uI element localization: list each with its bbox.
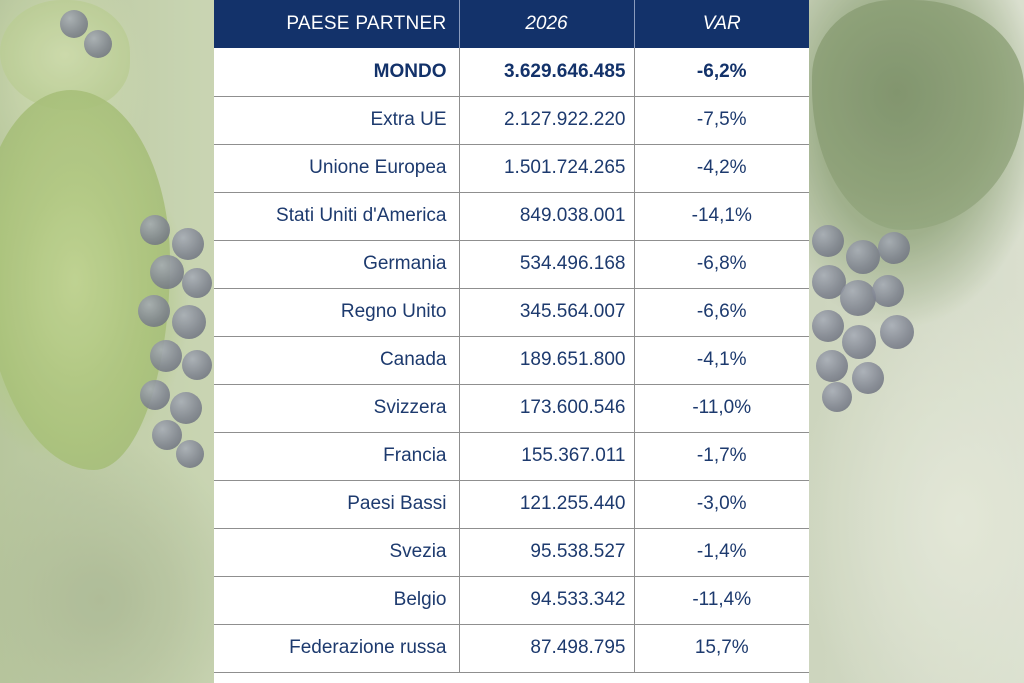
grape-image <box>812 310 844 342</box>
grape-image <box>852 362 884 394</box>
country-cell: Belgio <box>214 576 460 625</box>
grape-image <box>84 30 112 58</box>
grape-image <box>182 268 212 298</box>
country-cell: Unione Europea <box>214 144 460 193</box>
value-cell: 155.367.011 <box>459 432 635 481</box>
grape-image <box>176 440 204 468</box>
value-cell: 2.127.922.220 <box>459 96 635 145</box>
table-header-row: PAESE PARTNER 2026 VAR <box>214 0 809 48</box>
grape-image <box>60 10 88 38</box>
table-row: Federazione russa 87.498.795 15,7% <box>214 624 809 673</box>
table-row: Paesi Bassi 121.255.440 -3,0% <box>214 480 809 529</box>
grape-image <box>150 340 182 372</box>
table-row: MONDO 3.629.646.485 -6,2% <box>214 48 809 97</box>
table-body: MONDO 3.629.646.485 -6,2% Extra UE 2.127.922… <box>214 48 809 673</box>
grape-image <box>170 392 202 424</box>
country-cell: Federazione russa <box>214 624 460 673</box>
value-cell: 534.496.168 <box>459 240 635 289</box>
grape-image <box>140 380 170 410</box>
var-cell: -1,7% <box>634 432 809 481</box>
var-cell: -7,5% <box>634 96 809 145</box>
value-cell: 3.629.646.485 <box>459 48 635 97</box>
table-row: Unione Europea 1.501.724.265 -4,2% <box>214 144 809 193</box>
var-cell: -11,4% <box>634 576 809 625</box>
grape-image <box>846 240 880 274</box>
var-cell: -6,8% <box>634 240 809 289</box>
value-cell: 95.538.527 <box>459 528 635 577</box>
table-row: Germania 534.496.168 -6,8% <box>214 240 809 289</box>
header-year: 2026 <box>459 0 635 48</box>
grape-image <box>840 280 876 316</box>
country-cell: Extra UE <box>214 96 460 145</box>
var-cell: -6,2% <box>634 48 809 97</box>
grape-image <box>878 232 910 264</box>
grape-image <box>842 325 876 359</box>
vine-leaf-image <box>0 90 170 470</box>
grape-image <box>172 228 204 260</box>
export-table: PAESE PARTNER 2026 VAR MONDO 3.629.646.48… <box>214 0 809 673</box>
value-cell: 849.038.001 <box>459 192 635 241</box>
grape-image <box>812 225 844 257</box>
country-cell: Germania <box>214 240 460 289</box>
value-cell: 94.533.342 <box>459 576 635 625</box>
table-row: Regno Unito 345.564.007 -6,6% <box>214 288 809 337</box>
grape-image <box>816 350 848 382</box>
var-cell: -4,1% <box>634 336 809 385</box>
table-row: Svizzera 173.600.546 -11,0% <box>214 384 809 433</box>
country-cell: Paesi Bassi <box>214 480 460 529</box>
var-cell: -1,4% <box>634 528 809 577</box>
table-row: Stati Uniti d'America 849.038.001 -14,1% <box>214 192 809 241</box>
value-cell: 1.501.724.265 <box>459 144 635 193</box>
var-cell: -3,0% <box>634 480 809 529</box>
header-var: VAR <box>634 0 809 48</box>
grape-image <box>822 382 852 412</box>
country-cell: MONDO <box>214 48 460 97</box>
grape-image <box>872 275 904 307</box>
value-cell: 87.498.795 <box>459 624 635 673</box>
table-row: Svezia 95.538.527 -1,4% <box>214 528 809 577</box>
grape-image <box>140 215 170 245</box>
var-cell: -14,1% <box>634 192 809 241</box>
grape-image <box>152 420 182 450</box>
country-cell: Svezia <box>214 528 460 577</box>
header-country: PAESE PARTNER <box>214 0 460 48</box>
grape-image <box>182 350 212 380</box>
table-row: Belgio 94.533.342 -11,4% <box>214 576 809 625</box>
country-cell: Svizzera <box>214 384 460 433</box>
grape-image <box>150 255 184 289</box>
country-cell: Canada <box>214 336 460 385</box>
table-row: Extra UE 2.127.922.220 -7,5% <box>214 96 809 145</box>
value-cell: 345.564.007 <box>459 288 635 337</box>
table-row: Francia 155.367.011 -1,7% <box>214 432 809 481</box>
value-cell: 189.651.800 <box>459 336 635 385</box>
table-row: Canada 189.651.800 -4,1% <box>214 336 809 385</box>
grape-image <box>172 305 206 339</box>
grape-image <box>880 315 914 349</box>
value-cell: 121.255.440 <box>459 480 635 529</box>
export-table-panel: PAESE PARTNER 2026 VAR MONDO 3.629.646.48… <box>214 0 809 683</box>
value-cell: 173.600.546 <box>459 384 635 433</box>
country-cell: Regno Unito <box>214 288 460 337</box>
var-cell: -4,2% <box>634 144 809 193</box>
country-cell: Stati Uniti d'America <box>214 192 460 241</box>
var-cell: -11,0% <box>634 384 809 433</box>
var-cell: -6,6% <box>634 288 809 337</box>
grape-image <box>138 295 170 327</box>
country-cell: Francia <box>214 432 460 481</box>
var-cell: 15,7% <box>634 624 809 673</box>
